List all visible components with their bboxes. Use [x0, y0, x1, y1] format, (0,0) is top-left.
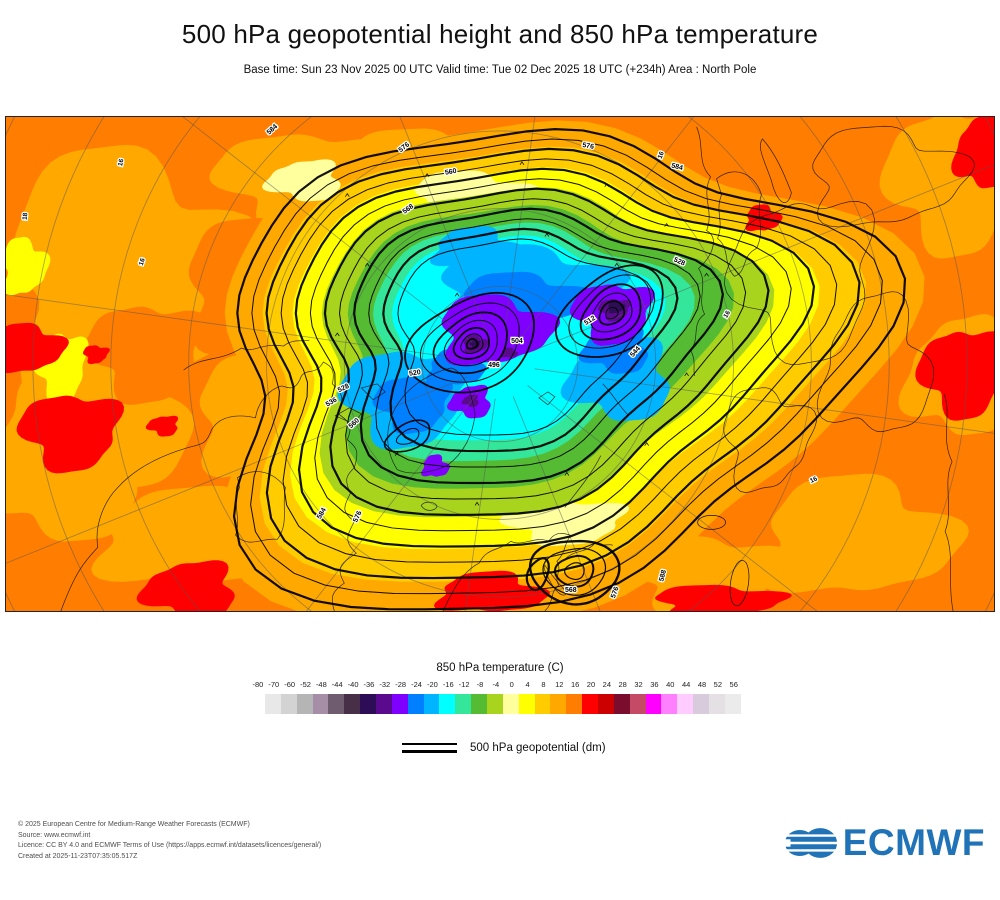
colorbar-cell [550, 694, 567, 714]
thin-contour-sample [402, 743, 457, 745]
colorbar-cell [376, 694, 392, 714]
ecmwf-logo-text: ECMWF [842, 822, 985, 863]
weather-map-canvas: 5845765605685765841618161616165044965125… [6, 117, 994, 611]
contour-label: 496 [488, 362, 500, 369]
colorbar-tick: 56 [729, 680, 738, 689]
colorbar-tick: 44 [681, 680, 691, 689]
colorbar-tick: -80 [252, 680, 264, 689]
footer-copyright: © 2025 European Centre for Medium-Range … [18, 821, 250, 828]
colorbar-tick: -20 [426, 680, 438, 689]
colorbar-tick: 32 [634, 680, 643, 689]
contour-label: 504 [511, 338, 523, 345]
colorbar-cell [661, 694, 678, 714]
colorbar-cell [471, 694, 488, 714]
colorbar-cell [582, 694, 599, 714]
colorbar-cell [296, 694, 313, 714]
colorbar-tick: 36 [650, 680, 659, 689]
colorbar-tick: -16 [442, 680, 454, 689]
colorbar-cell [502, 694, 519, 714]
colorbar-tick: -4 [492, 680, 500, 689]
colorbar-cell [613, 694, 630, 714]
colorbar-cell [566, 694, 583, 714]
colorbar-cell [312, 694, 329, 714]
colorbar-tick: -48 [315, 680, 327, 689]
contour-label: 520 [409, 369, 422, 378]
colorbar-cell [645, 694, 662, 714]
colorbar-tick: -28 [395, 680, 407, 689]
colorbar-cell [328, 694, 345, 714]
page-title: 500 hPa geopotential height and 850 hPa … [181, 19, 819, 49]
colorbar-tick: 0 [509, 680, 514, 689]
geopotential-legend: 500 hPa geopotential (dm) [402, 742, 606, 754]
graticule-label: 16 [657, 150, 666, 160]
colorbar-tick: -8 [476, 680, 484, 689]
colorbar-cell [280, 694, 297, 714]
colorbar-tick: 20 [586, 680, 596, 689]
colorbar-tick: -12 [458, 680, 470, 689]
colorbar-cell [598, 694, 614, 714]
colorbar-tick: -70 [268, 680, 280, 689]
contour-label: 576 [582, 142, 595, 151]
colorbar-tick: -24 [411, 680, 422, 689]
temperature-legend-title: 850 hPa temperature (C) [436, 662, 564, 674]
colorbar-cell [534, 694, 551, 714]
colorbar-tick: 48 [697, 680, 707, 689]
graticule-label: 16 [117, 158, 125, 167]
colorbar-tick: 8 [541, 680, 546, 689]
footer-created-at: Created at 2025-11-23T07:35:05.517Z [18, 852, 138, 860]
colorbar-cell [344, 694, 361, 714]
colorbar-cell [487, 694, 503, 714]
colorbar-cell [407, 694, 424, 714]
contour-label: 568 [565, 587, 577, 594]
colorbar-cell [724, 694, 741, 714]
ecmwf-logo-mark [783, 828, 838, 858]
colorbar-cell [629, 694, 646, 714]
colorbar-tick: 12 [555, 680, 564, 689]
colorbar-cell [677, 694, 694, 714]
weather-map: 584 576 560 568 576 584 16 18 16 16 16 16 504 496 512 5… [5, 116, 995, 612]
colorbar-cell [439, 694, 456, 714]
colorbar-tick: -36 [363, 680, 375, 689]
colorbar-tick: -60 [284, 680, 296, 689]
graticule-label: 16 [138, 257, 147, 266]
colorbar-tick: -32 [379, 680, 391, 689]
ecmwf-logo: ECMWF [783, 822, 985, 864]
page-subtitle: Base time: Sun 23 Nov 2025 00 UTC Valid … [243, 64, 757, 76]
colorbar-tick: 40 [666, 680, 675, 689]
footer-licence: Licence: CC BY 4.0 and ECMWF Terms of Us… [18, 842, 322, 850]
colorbar-tick: 24 [602, 680, 611, 689]
colorbar-tick: -52 [300, 680, 311, 689]
colorbar-tick: 28 [618, 680, 627, 689]
colorbar-cell [360, 694, 377, 714]
thick-contour-sample [402, 749, 457, 753]
contour-label: 560 [444, 168, 457, 177]
colorbar-tick: 16 [570, 680, 580, 689]
footer: © 2025 European Centre for Medium-Range … [18, 820, 321, 862]
geopotential-legend-label: 500 hPa geopotential (dm) [470, 742, 606, 754]
graticule-label: 18 [22, 212, 30, 220]
temperature-colorbar [265, 694, 741, 714]
colorbar-tick-labels: -80 -70 -60 -52 -48 -44 -40 -36 -32 -28 -24 -20 -16-… [250, 680, 742, 689]
contour-line-sample [402, 743, 457, 753]
colorbar-tick: -40 [347, 680, 359, 689]
colorbar-cell [423, 694, 440, 714]
colorbar-tick: 52 [713, 680, 723, 689]
footer-source: Source: www.ecmwf.int [18, 831, 91, 839]
colorbar-cell [455, 694, 472, 714]
colorbar-cell [265, 694, 281, 714]
colorbar-cell [391, 694, 408, 714]
colorbar-cell [709, 694, 725, 714]
colorbar-tick: -44 [331, 680, 343, 689]
colorbar-cell [693, 694, 710, 714]
colorbar-cell [518, 694, 535, 714]
colorbar-tick: 4 [525, 680, 530, 689]
